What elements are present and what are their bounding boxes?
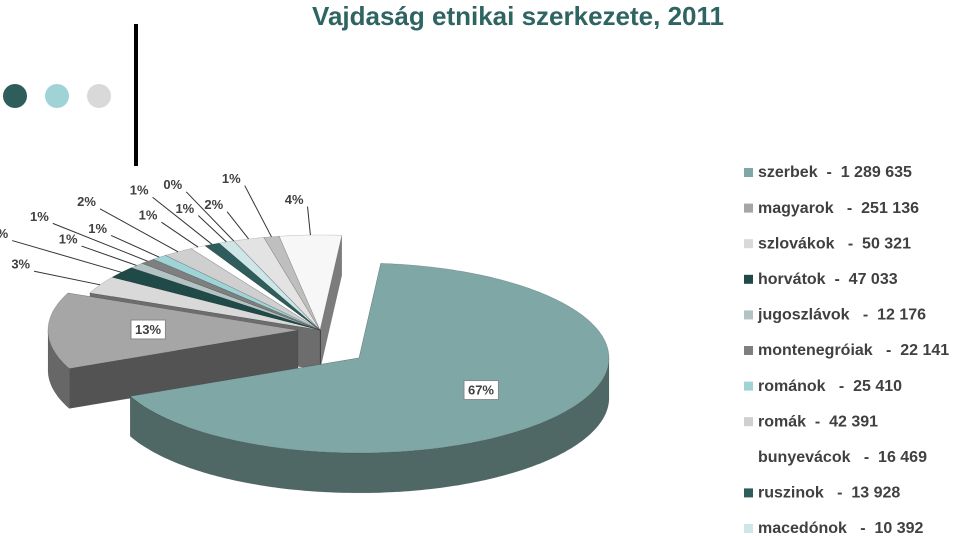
- percent-label: 1%: [30, 209, 49, 224]
- deco-dot: [87, 84, 111, 108]
- label-box: [463, 380, 499, 401]
- percent-label: 3%: [11, 257, 30, 272]
- legend-label: magyarok - 251 136: [758, 200, 919, 217]
- legend-swatch: [744, 274, 753, 284]
- percent-label: 1%: [175, 201, 194, 216]
- legend-label: romák - 42 391: [758, 413, 878, 430]
- percent-label: 1%: [139, 208, 158, 223]
- legend-swatch: [744, 346, 753, 355]
- percent-label: 2%: [204, 197, 223, 212]
- deco-dot: [3, 84, 27, 108]
- chart-title: Vajdaság etnikai szerkezete, 2011: [312, 1, 724, 31]
- deco-dot: [45, 84, 69, 108]
- percent-label: 1%: [222, 171, 241, 186]
- legend-swatch: [744, 203, 753, 213]
- legend-swatch: [744, 168, 753, 177]
- leader-line: [197, 215, 227, 243]
- leader-line: [81, 245, 137, 266]
- slice: [233, 237, 321, 331]
- percent-label: 1%: [59, 232, 78, 247]
- percent-label: 0%: [163, 177, 182, 192]
- leader-line: [185, 191, 235, 242]
- percent-label: 2%: [0, 226, 9, 241]
- legend-label: macedónok - 10 392: [758, 520, 924, 537]
- label-box: [130, 319, 166, 340]
- legend-swatch: [744, 381, 753, 391]
- legend-label: szerbek - 1 289 635: [758, 164, 912, 181]
- legend-label: ruszinok - 13 928: [758, 485, 900, 502]
- percent-label: 4%: [285, 192, 304, 207]
- legend-swatch: [744, 417, 753, 427]
- percent-label: 13%: [135, 322, 161, 337]
- slice: [47, 292, 299, 369]
- legend-label: horvátok - 47 033: [758, 271, 898, 288]
- leader-line: [12, 240, 122, 273]
- leader-line: [226, 211, 249, 240]
- leader-line: [161, 221, 199, 248]
- leader-line: [307, 206, 311, 236]
- leader-line: [99, 208, 179, 253]
- legend-label: jugoszlávok - 12 176: [757, 307, 926, 324]
- percent-label: 67%: [468, 383, 494, 398]
- leader-line: [244, 185, 272, 238]
- percent-label: 1%: [130, 183, 149, 198]
- legend-swatch: [744, 239, 753, 249]
- legend-swatch: [744, 488, 753, 498]
- slice: [89, 276, 321, 331]
- legend-swatch: [744, 452, 753, 462]
- leader-line: [152, 196, 213, 245]
- legend-swatch: [744, 524, 753, 533]
- leader-line: [34, 270, 101, 286]
- legend-label: szlovákok - 50 321: [758, 235, 911, 252]
- slice: [129, 262, 610, 454]
- legend-label: montenegróiak - 22 141: [758, 342, 949, 359]
- legend-label: románok - 25 410: [758, 378, 902, 395]
- percent-label: 1%: [88, 221, 107, 236]
- legend-swatch: [744, 310, 753, 320]
- leader-line: [52, 222, 148, 262]
- leader-line: [110, 234, 160, 258]
- deco-bar: [134, 24, 138, 166]
- slice: [111, 267, 321, 331]
- legend-label: bunyevácok - 16 469: [758, 449, 927, 466]
- percent-label: 2%: [77, 194, 96, 209]
